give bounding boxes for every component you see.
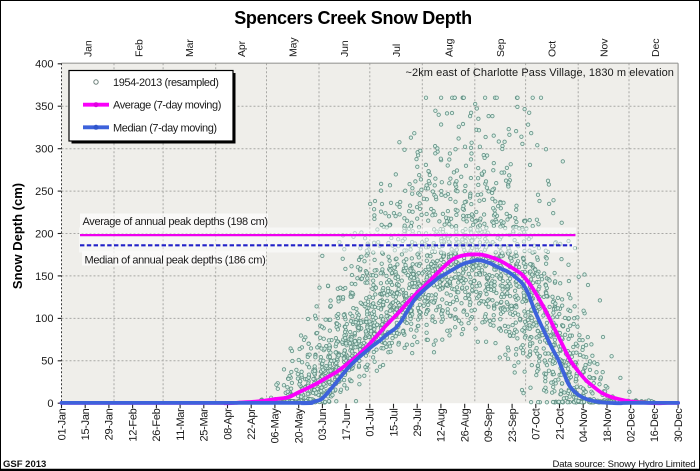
svg-text:Jun: Jun xyxy=(339,40,351,57)
svg-text:29-Jul: 29-Jul xyxy=(412,409,424,437)
svg-text:200: 200 xyxy=(35,228,53,240)
svg-text:~2km east of Charlotte Pass Vi: ~2km east of Charlotte Pass Village, 183… xyxy=(406,67,675,79)
svg-text:01-Jul: 01-Jul xyxy=(365,409,377,437)
svg-text:Sep: Sep xyxy=(495,38,507,57)
svg-text:Average (7-day moving): Average (7-day moving) xyxy=(113,100,221,112)
svg-text:Snow Depth (cm): Snow Depth (cm) xyxy=(10,183,25,289)
svg-text:Feb: Feb xyxy=(133,39,145,57)
svg-text:12-Feb: 12-Feb xyxy=(127,408,139,441)
svg-text:25-Mar: 25-Mar xyxy=(199,408,211,442)
svg-text:16-Dec: 16-Dec xyxy=(649,408,661,442)
svg-text:Median of annual peak depths (: Median of annual peak depths (186 cm) xyxy=(85,255,266,267)
svg-text:26-Aug: 26-Aug xyxy=(460,408,472,442)
svg-text:400: 400 xyxy=(35,59,53,71)
svg-text:Nov: Nov xyxy=(598,38,610,57)
svg-text:Jan: Jan xyxy=(83,40,95,57)
svg-text:Data source: Snowy Hydro Limit: Data source: Snowy Hydro Limited xyxy=(552,459,695,470)
svg-text:300: 300 xyxy=(35,144,53,156)
svg-text:18-Nov: 18-Nov xyxy=(602,408,614,442)
svg-text:1954-2013 (resampled): 1954-2013 (resampled) xyxy=(113,77,219,89)
svg-text:03-Jun: 03-Jun xyxy=(317,408,329,440)
svg-text:29-Jan: 29-Jan xyxy=(104,408,116,440)
svg-text:250: 250 xyxy=(35,186,53,198)
svg-text:21-Oct: 21-Oct xyxy=(554,408,566,439)
svg-text:Dec: Dec xyxy=(650,39,662,57)
svg-text:50: 50 xyxy=(41,356,53,368)
svg-text:01-Jan: 01-Jan xyxy=(56,408,68,440)
svg-text:23-Sep: 23-Sep xyxy=(507,408,519,442)
svg-text:Average of annual peak depths: Average of annual peak depths (198 cm) xyxy=(83,216,268,228)
svg-text:12-Aug: 12-Aug xyxy=(436,408,448,442)
svg-text:15-Jan: 15-Jan xyxy=(80,408,92,440)
svg-text:100: 100 xyxy=(35,313,53,325)
svg-text:Jul: Jul xyxy=(391,44,403,57)
svg-text:GSF 2013: GSF 2013 xyxy=(3,459,46,470)
svg-text:350: 350 xyxy=(35,101,53,113)
svg-text:17-Jun: 17-Jun xyxy=(341,408,353,440)
svg-text:Aug: Aug xyxy=(443,38,455,57)
svg-text:15-Jul: 15-Jul xyxy=(388,409,400,437)
svg-text:06-May: 06-May xyxy=(270,408,282,444)
svg-text:22-Apr: 22-Apr xyxy=(246,408,258,440)
svg-text:02-Dec: 02-Dec xyxy=(626,408,638,442)
svg-text:20-May: 20-May xyxy=(294,408,306,444)
svg-text:08-Apr: 08-Apr xyxy=(222,408,234,440)
svg-text:150: 150 xyxy=(35,271,53,283)
svg-text:Spencers Creek Snow Depth: Spencers Creek Snow Depth xyxy=(234,8,472,28)
svg-text:May: May xyxy=(288,37,300,57)
svg-text:07-Oct: 07-Oct xyxy=(531,408,543,439)
svg-text:Oct: Oct xyxy=(547,41,559,57)
svg-text:26-Feb: 26-Feb xyxy=(151,408,163,441)
svg-text:09-Sep: 09-Sep xyxy=(483,408,495,442)
svg-text:04-Nov: 04-Nov xyxy=(578,408,590,442)
svg-text:Median (7-day moving): Median (7-day moving) xyxy=(113,122,217,134)
svg-text:Mar: Mar xyxy=(184,39,196,57)
svg-text:30-Dec: 30-Dec xyxy=(673,408,685,442)
svg-text:Apr: Apr xyxy=(236,40,248,57)
svg-text:0: 0 xyxy=(47,398,53,410)
svg-text:11-Mar: 11-Mar xyxy=(175,408,187,441)
